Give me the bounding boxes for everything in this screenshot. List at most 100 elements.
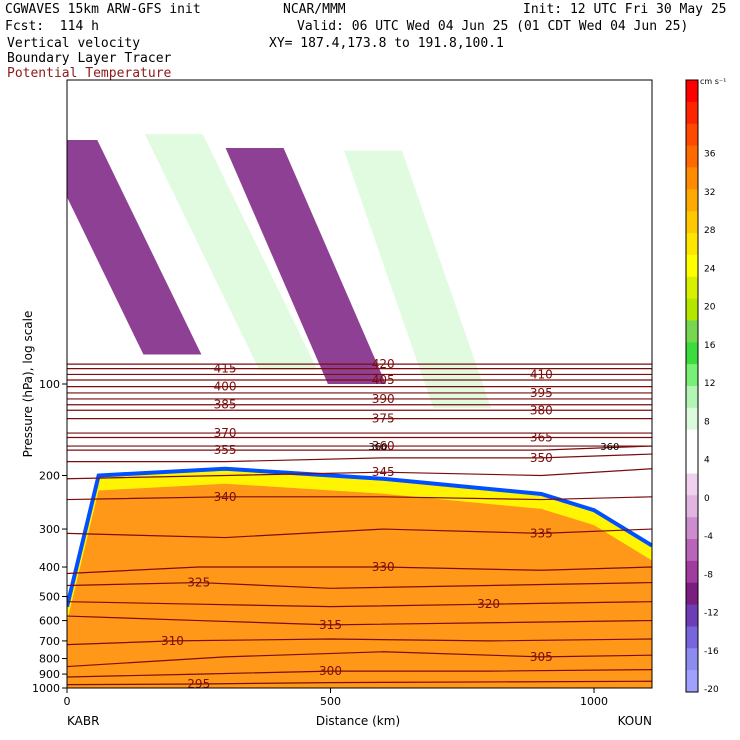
colorbar-swatch-18 [686, 473, 698, 496]
colorbar-swatch-6 [686, 211, 698, 234]
theta-label-325: 325 [187, 576, 210, 590]
theta-label-410: 410 [530, 367, 553, 381]
theta-label-355: 355 [214, 443, 237, 457]
colorbar-swatch-5 [686, 189, 698, 212]
colorbar-label-2: 28 [704, 226, 716, 236]
x-axis-label: Distance (km) [316, 714, 400, 728]
theta-contour-335 [67, 528, 652, 539]
theta-label-320: 320 [477, 597, 500, 611]
colorbar-swatch-25 [686, 626, 698, 649]
y-tick-label-900: 900 [39, 668, 60, 681]
theta-contour-350 [67, 453, 652, 463]
theta-contour-315 [67, 615, 652, 626]
colorbar-swatch-15 [686, 407, 698, 431]
velocity-band-0 [67, 139, 202, 355]
theta-label-405: 405 [372, 373, 395, 387]
colorbar-units: cm s⁻¹ [700, 77, 726, 86]
x-endpoint-right: KOUN [618, 714, 652, 728]
colorbar-frame [685, 79, 699, 693]
colorbar-swatch-23 [686, 582, 698, 606]
theta-label-395: 395 [530, 386, 553, 400]
theta-label-375: 375 [372, 412, 395, 426]
cross-section-coords: XY= 187.4,173.8 to 191.8,100.1 [269, 36, 504, 51]
model-title: CGWAVES 15km ARW-GFS init [5, 2, 201, 17]
theta-contour-320 [67, 601, 652, 608]
potential-temperature-contours: 295 300 305 310 315 320 325 330 335 340 345 350 355 3… [67, 357, 652, 688]
theta-contour-340 [67, 496, 652, 501]
colorbar-swatch-14 [686, 386, 698, 409]
colorbar-label-13: -16 [704, 647, 719, 657]
field-label-boundary-layer-tracer: Boundary Layer Tracer [7, 51, 172, 66]
theta-label-340: 340 [214, 490, 237, 504]
theta-label-415: 415 [214, 362, 237, 376]
y-tick-label-1000: 1000 [32, 682, 60, 695]
colorbar-swatch-10 [686, 298, 698, 321]
theta-label-370: 370 [214, 426, 237, 440]
y-tick-label-200: 200 [39, 470, 60, 483]
velocity-band-2 [225, 147, 386, 384]
theta-label-380: 380 [530, 403, 553, 417]
colorbar-swatch-9 [686, 276, 698, 300]
y-tick-label-100: 100 [39, 378, 60, 391]
colorbar-swatch-0 [686, 80, 698, 103]
colorbar-swatch-24 [686, 604, 698, 627]
theta-label-420: 420 [372, 357, 395, 371]
field-label-vertical-velocity: Vertical velocity [7, 36, 141, 51]
y-tick-label-800: 800 [39, 653, 60, 666]
colorbar-swatch-20 [686, 517, 698, 540]
colorbar-swatch-2 [686, 123, 698, 147]
theta-label-400: 400 [214, 380, 237, 394]
theta-contour-355 [67, 445, 652, 451]
theta-label-310: 310 [161, 634, 184, 648]
theta-label-335: 335 [530, 526, 553, 540]
theta-contour-300 [67, 669, 652, 678]
colorbar-swatch-22 [686, 560, 698, 584]
x-endpoint-left: KABR [67, 714, 99, 728]
y-tick-label-300: 300 [39, 523, 60, 536]
annotation-1: 360 [600, 442, 619, 453]
colorbar-swatch-3 [686, 145, 698, 168]
velocity-band-1 [144, 134, 318, 371]
colorbar: cm s⁻¹ 36 32 28 24 20 16 12 8 4 0 -4 -8 -12 -16 -20 [685, 77, 726, 695]
colorbar-swatch-8 [686, 254, 698, 278]
valid-time: Valid: 06 UTC Wed 04 Jun 25 (01 CDT Wed … [297, 19, 689, 34]
annotation-0: 360 [368, 442, 387, 453]
init-time: Init: 12 UTC Fri 30 May 25 [523, 2, 727, 17]
colorbar-label-3: 24 [704, 264, 716, 274]
colorbar-label-11: -8 [704, 570, 713, 580]
forecast-hour: Fcst: 114 h [5, 19, 99, 34]
theta-label-345: 345 [372, 465, 395, 479]
colorbar-swatch-26 [686, 648, 698, 671]
y-tick-label-600: 600 [39, 615, 60, 628]
tracer-outline [67, 466, 652, 608]
theta-label-300: 300 [319, 664, 342, 678]
colorbar-swatch-1 [686, 101, 698, 125]
organization: NCAR/MMM [283, 2, 346, 17]
theta-contour-305 [67, 651, 652, 668]
theta-label-390: 390 [372, 392, 395, 406]
colorbar-swatch-11 [686, 320, 698, 343]
colorbar-swatch-19 [686, 495, 698, 518]
y-axis-label: Pressure (hPa), log scale [21, 311, 35, 458]
colorbar-label-12: -12 [704, 609, 719, 619]
theta-label-385: 385 [214, 398, 237, 412]
theta-contour-295 [67, 680, 652, 686]
colorbar-label-7: 8 [704, 417, 710, 427]
tracer-edge-band [67, 468, 652, 622]
y-tick-label-400: 400 [39, 561, 60, 574]
colorbar-swatch-16 [686, 429, 698, 453]
colorbar-label-9: 0 [704, 494, 710, 504]
colorbar-swatch-27 [686, 670, 698, 693]
theta-label-330: 330 [372, 560, 395, 574]
colorbar-label-14: -20 [704, 685, 719, 695]
colorbar-label-5: 16 [704, 341, 716, 351]
theta-contour-310 [67, 638, 652, 646]
colorbar-swatch-17 [686, 451, 698, 474]
theta-label-350: 350 [530, 451, 553, 465]
colorbar-label-10: -4 [704, 532, 713, 542]
theta-label-305: 305 [530, 650, 553, 664]
y-tick-label-700: 700 [39, 635, 60, 648]
theta-contour-345 [67, 468, 652, 480]
colorbar-label-0: 36 [704, 150, 716, 160]
